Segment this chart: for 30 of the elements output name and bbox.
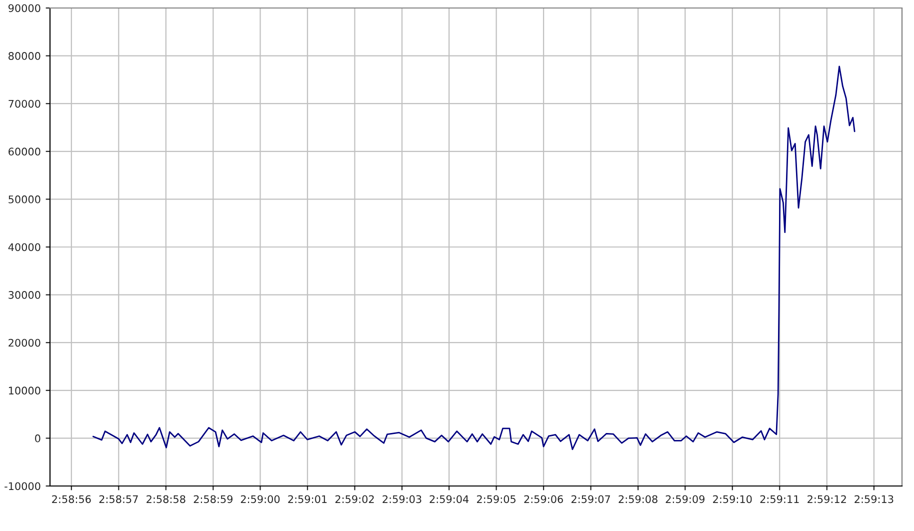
x-tick-label: 2:59:01: [288, 495, 327, 504]
y-tick-label: -10000: [4, 482, 40, 490]
line-series: [92, 66, 856, 450]
y-tick-label: 50000: [8, 195, 40, 204]
x-tick-label: 2:59:03: [382, 495, 422, 504]
x-tick-label: 2:58:56: [52, 495, 91, 504]
x-tick-label: 2:59:09: [666, 495, 704, 504]
x-tick-label: 2:59:10: [713, 495, 752, 504]
x-tick-label: 2:59:05: [476, 495, 516, 504]
x-tick-label: 2:59:13: [854, 495, 894, 504]
x-tick-label: 2:59:04: [430, 495, 469, 504]
x-tick-label: 2:59:07: [571, 495, 610, 504]
y-tick-label: 60000: [8, 148, 40, 156]
x-tick-label: 2:59:11: [760, 495, 799, 504]
y-tick-label: 10000: [8, 386, 40, 395]
x-tick-label: 2:58:58: [146, 495, 186, 504]
x-tick-label: 2:59:02: [335, 495, 374, 504]
y-tick-label: 30000: [8, 291, 40, 299]
x-tick-label: 2:59:08: [618, 495, 658, 504]
x-tick-label: 2:59:00: [240, 495, 280, 504]
x-tick-label: 2:58:57: [99, 495, 138, 504]
y-tick-label: 90000: [8, 4, 40, 12]
x-tick-label: 2:59:12: [808, 495, 846, 504]
y-tick-label: 70000: [8, 100, 40, 108]
y-tick-label: 20000: [8, 338, 40, 347]
x-tick-label: 2:58:59: [194, 495, 233, 504]
y-tick-label: 0: [35, 434, 40, 442]
y-tick-label: 40000: [8, 243, 40, 252]
x-tick-label: 2:59:06: [524, 495, 563, 504]
y-tick-label: 80000: [8, 52, 40, 60]
